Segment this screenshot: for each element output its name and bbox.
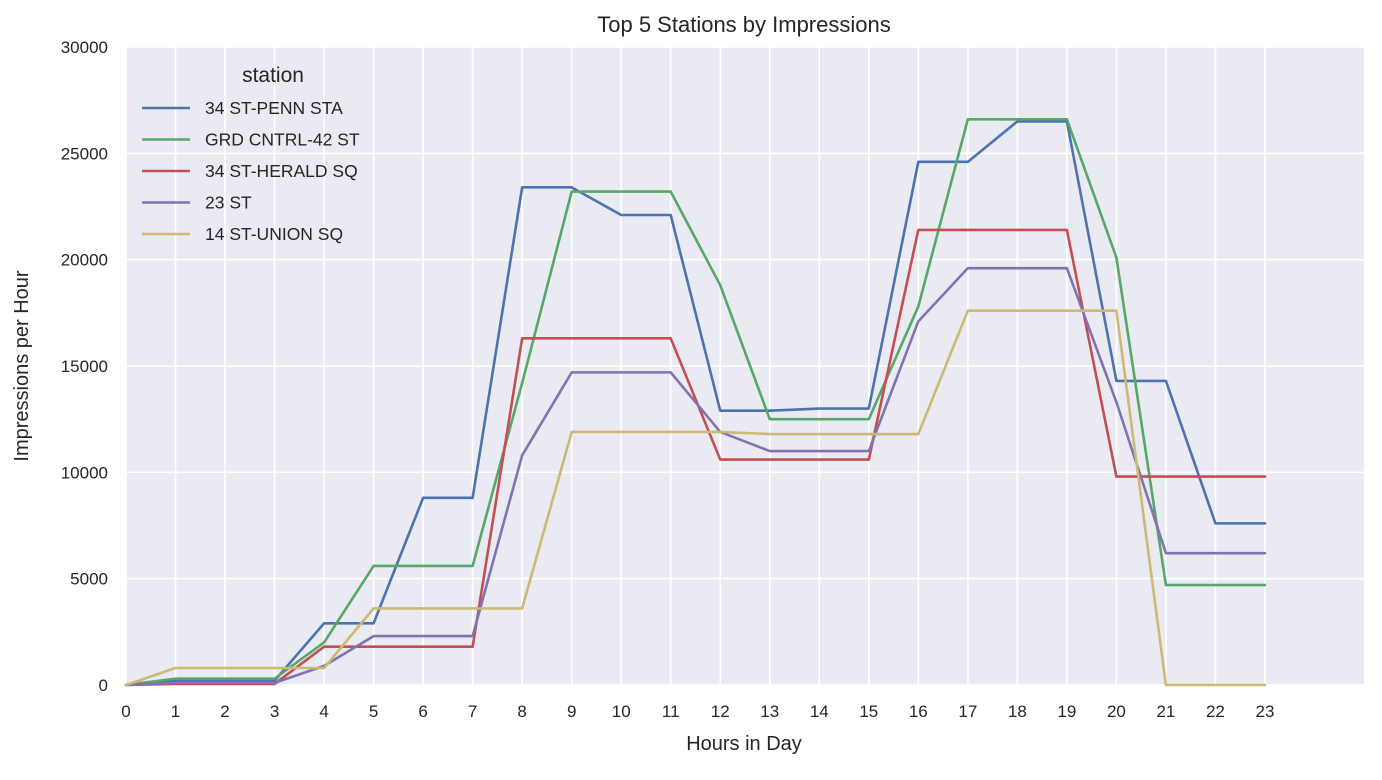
legend-label: GRD CNTRL-42 ST [205, 130, 360, 150]
x-tick-label: 11 [662, 702, 680, 721]
x-tick-label: 21 [1156, 702, 1175, 721]
series-line-34-st-penn-sta [124, 120, 1267, 687]
legend-title: station [242, 64, 304, 87]
y-axis-label: Impressions per Hour [11, 270, 33, 462]
x-tick-label: 13 [760, 702, 779, 721]
x-tick-label: 16 [909, 702, 928, 721]
x-tick-label: 8 [517, 702, 526, 721]
x-tick-label: 15 [859, 702, 878, 721]
x-tick-label: 2 [220, 702, 229, 721]
x-tick-label: 22 [1206, 702, 1225, 721]
y-tick-label: 0 [99, 676, 108, 695]
x-tick-label: 9 [567, 702, 576, 721]
x-tick-label: 6 [418, 702, 427, 721]
x-tick-label: 5 [369, 702, 378, 721]
x-tick-label: 3 [270, 702, 279, 721]
legend-label: 14 ST-UNION SQ [205, 224, 343, 244]
x-tick-label: 10 [612, 702, 631, 721]
legend: station 34 ST-PENN STA GRD CNTRL-42 ST 34 … [142, 64, 360, 244]
series-line-34-st-herald-sq [124, 228, 1267, 687]
x-tick-label: 4 [319, 702, 328, 721]
x-tick-label: 20 [1107, 702, 1126, 721]
x-tick-label: 0 [121, 702, 130, 721]
x-tick-label: 18 [1008, 702, 1027, 721]
y-tick-label: 5000 [70, 570, 108, 589]
legend-label: 34 ST-PENN STA [205, 98, 343, 118]
y-tick-label: 20000 [61, 251, 108, 270]
x-tick-label: 1 [171, 702, 180, 721]
x-tick-label: 17 [958, 702, 977, 721]
x-tick-label: 12 [711, 702, 730, 721]
legend-label: 34 ST-HERALD SQ [205, 161, 358, 181]
x-axis-label: Hours in Day [686, 733, 802, 755]
y-tick-label: 10000 [61, 463, 108, 482]
x-tick-label: 23 [1255, 702, 1274, 721]
series-line-grd-cntrl-42-st [124, 118, 1267, 687]
series-line-14-st-union-sq [124, 309, 1267, 687]
y-tick-label: 30000 [61, 38, 108, 57]
x-tick-label: 7 [468, 702, 477, 721]
y-tick-label: 15000 [61, 357, 108, 376]
x-tick-label: 19 [1057, 702, 1076, 721]
y-tick-label: 25000 [61, 144, 108, 163]
legend-label: 23 ST [205, 193, 252, 213]
x-tick-label: 14 [810, 702, 829, 721]
chart-title: Top 5 Stations by Impressions [597, 12, 890, 37]
